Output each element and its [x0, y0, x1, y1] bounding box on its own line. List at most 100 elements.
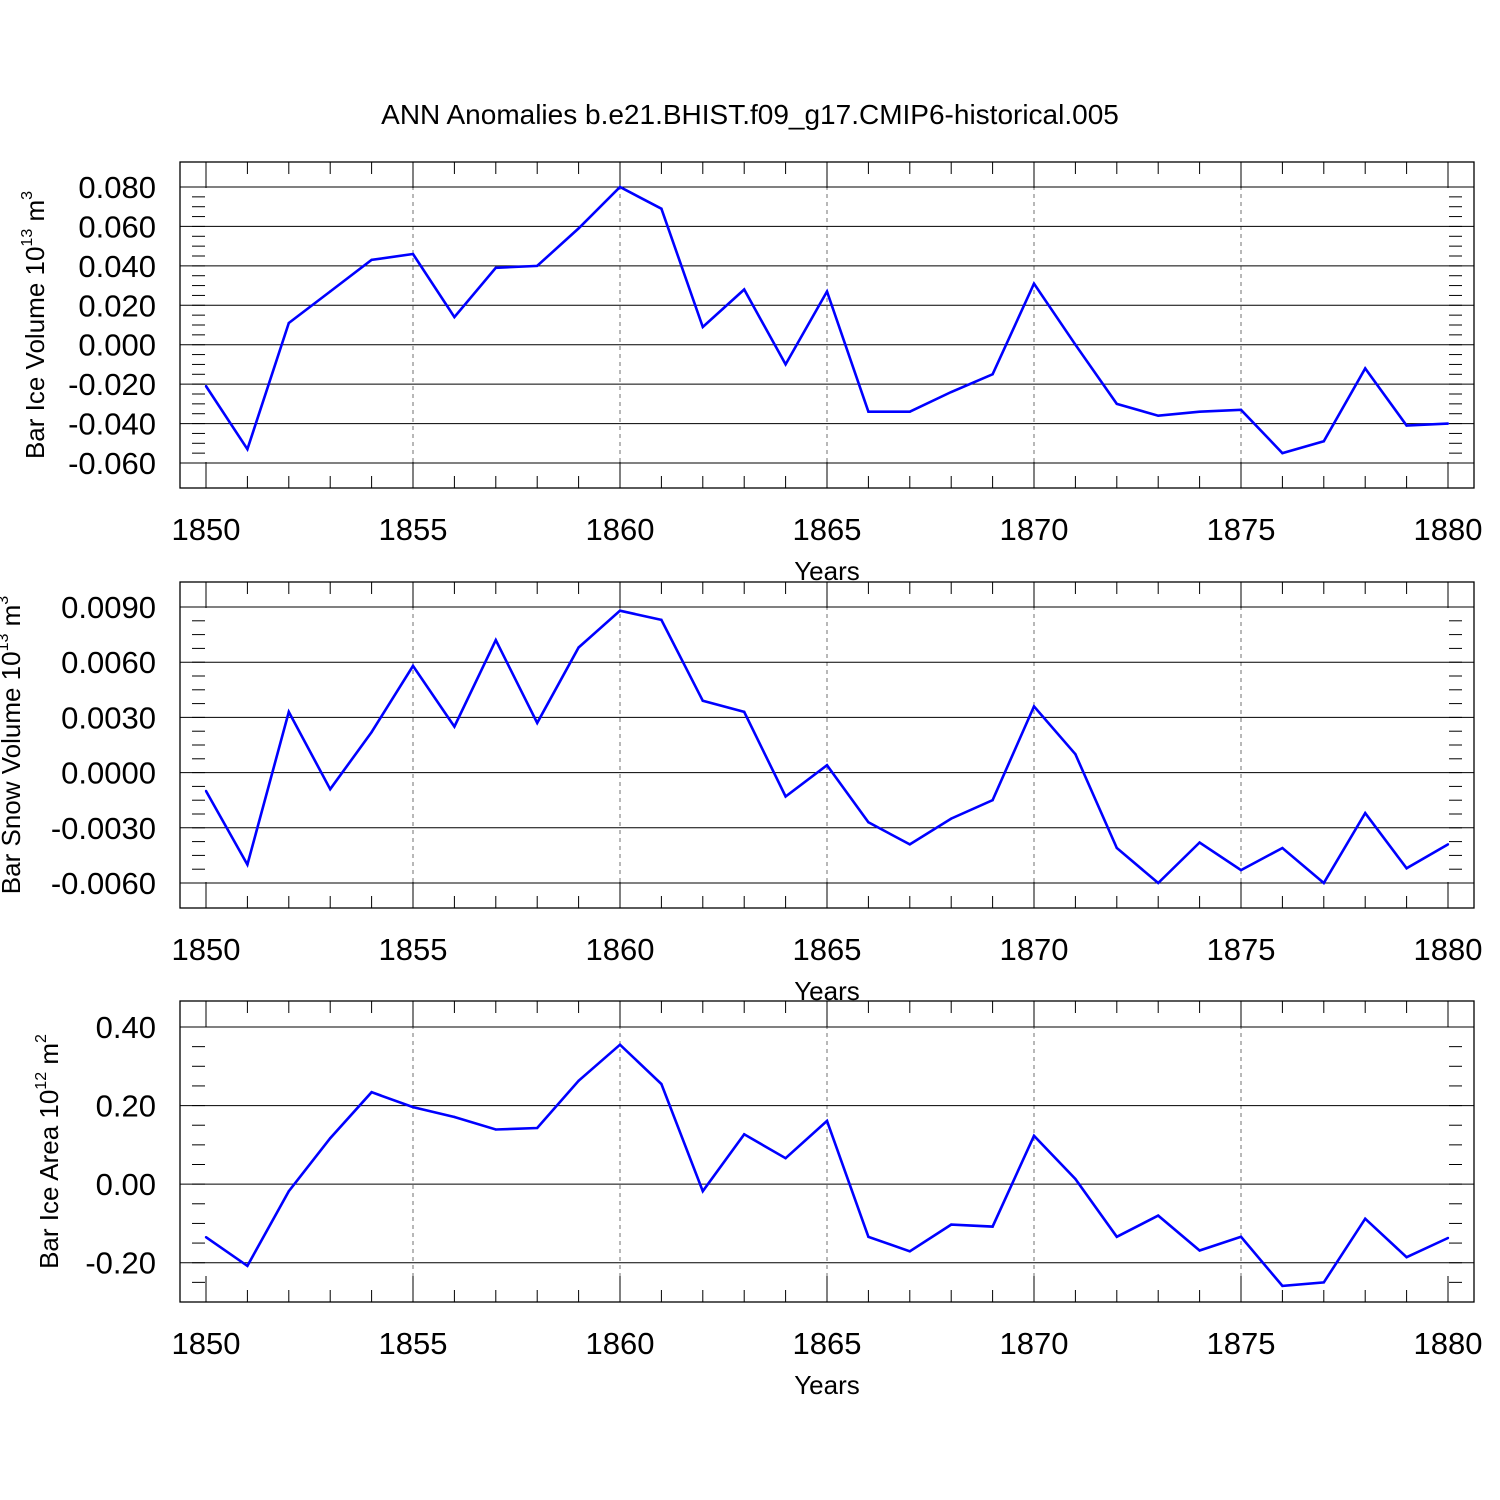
data-point [908, 410, 911, 413]
data-point [453, 1115, 456, 1119]
data-point [329, 1136, 332, 1140]
x-tick-label: 1875 [1207, 512, 1276, 547]
data-point [1239, 1235, 1243, 1238]
x-tick-label: 1860 [586, 512, 655, 547]
x-tick-label: 1880 [1414, 512, 1483, 547]
data-point [1239, 868, 1243, 872]
data-point [1239, 408, 1243, 411]
series-line [204, 609, 1449, 885]
data-point [329, 787, 332, 791]
x-tick-label: 1855 [379, 512, 448, 547]
data-point [618, 1043, 622, 1046]
data-point [784, 363, 787, 366]
y-tick-label: -0.20 [85, 1246, 156, 1281]
data-point [701, 325, 704, 329]
data-point [370, 258, 373, 262]
data-point [743, 1133, 746, 1136]
y-tick-label: 0.20 [96, 1089, 156, 1124]
data-point [1364, 811, 1367, 815]
data-point [204, 384, 208, 388]
x-tick-label: 1860 [586, 1326, 655, 1361]
data-point [660, 1082, 663, 1086]
data-point [991, 799, 994, 802]
data-point [867, 410, 870, 413]
panels: 1850 1855 1860 1865 1870 1875 1880 0.080 0.060 0.… [0, 161, 1483, 1400]
data-point [536, 1126, 539, 1130]
data-point [618, 609, 622, 612]
data-point [1198, 841, 1201, 844]
data-point [1322, 881, 1326, 885]
y-tick-label: 0.040 [78, 249, 156, 284]
data-point [577, 1079, 580, 1083]
data-point [1446, 1236, 1450, 1240]
x-axis-title: Years [794, 556, 860, 586]
data-point [577, 227, 580, 230]
x-tick-label: 1855 [379, 1326, 448, 1361]
x-tick-label: 1865 [793, 1326, 862, 1361]
data-point [1446, 843, 1450, 846]
data-point [867, 821, 870, 824]
data-point [867, 1235, 870, 1238]
data-point [950, 390, 953, 394]
y-tick-label: 0.40 [96, 1010, 156, 1045]
plot-frame [179, 1000, 1475, 1303]
x-tick-label: 1880 [1414, 932, 1483, 967]
data-point [246, 448, 249, 451]
y-tick-label: 0.080 [78, 170, 156, 205]
panel-3: 1850 1855 1860 1865 1870 1875 1880 0.40 0.20 0.00… [33, 1000, 1482, 1400]
x-tick-label: 1875 [1207, 1326, 1276, 1361]
data-point [494, 638, 497, 642]
data-point [618, 185, 622, 189]
y-tick-label: 0.020 [78, 288, 156, 323]
data-point [287, 1190, 290, 1193]
panel-2: 1850 1855 1860 1865 1870 1875 1880 0.0090 0.0060… [0, 581, 1483, 1006]
data-point [1198, 1249, 1201, 1252]
data-point [1364, 367, 1367, 370]
data-point [370, 730, 373, 734]
data-point [1157, 881, 1160, 885]
data-point [453, 725, 456, 728]
data-point [287, 321, 290, 325]
data-point [825, 1119, 829, 1123]
data-point [1115, 1235, 1119, 1238]
data-point [370, 1091, 373, 1094]
data-point [246, 1264, 249, 1268]
x-tick-label: 1850 [172, 1326, 241, 1361]
y-tick-label: 0.0090 [61, 590, 156, 625]
data-point [1157, 1214, 1160, 1217]
data-point [411, 664, 415, 668]
y-tick-label: -0.040 [68, 407, 156, 442]
data-point [1115, 846, 1119, 850]
y-axis-title: Bar Ice Area 1012 m2 [33, 1034, 64, 1269]
data-point [453, 315, 456, 319]
x-tick-label: 1865 [793, 512, 862, 547]
data-point [1446, 422, 1450, 425]
data-point [825, 290, 829, 293]
data-point [204, 789, 208, 793]
data-point [660, 618, 663, 622]
data-point [204, 1235, 208, 1239]
data-point [1074, 343, 1077, 346]
data-point [1281, 846, 1284, 850]
data-point [577, 646, 580, 649]
data-point [1074, 753, 1077, 756]
data-point [1405, 867, 1408, 870]
x-tick-label: 1870 [1000, 1326, 1069, 1361]
y-tick-label: 0.0000 [61, 756, 156, 791]
data-point [329, 290, 332, 293]
data-point [1115, 402, 1119, 406]
data-point [950, 817, 953, 820]
panel-1: 1850 1855 1860 1865 1870 1875 1880 0.080 0.060 0.… [19, 161, 1483, 586]
data-point [1074, 1177, 1077, 1181]
data-point [287, 710, 290, 714]
data-point [1032, 1134, 1036, 1138]
data-point [1405, 424, 1408, 427]
data-point [991, 1225, 994, 1228]
data-point [701, 699, 704, 703]
data-point [701, 1190, 704, 1193]
data-point [825, 764, 829, 767]
data-point [908, 1250, 911, 1253]
data-point [1281, 451, 1284, 455]
data-point [784, 795, 787, 798]
